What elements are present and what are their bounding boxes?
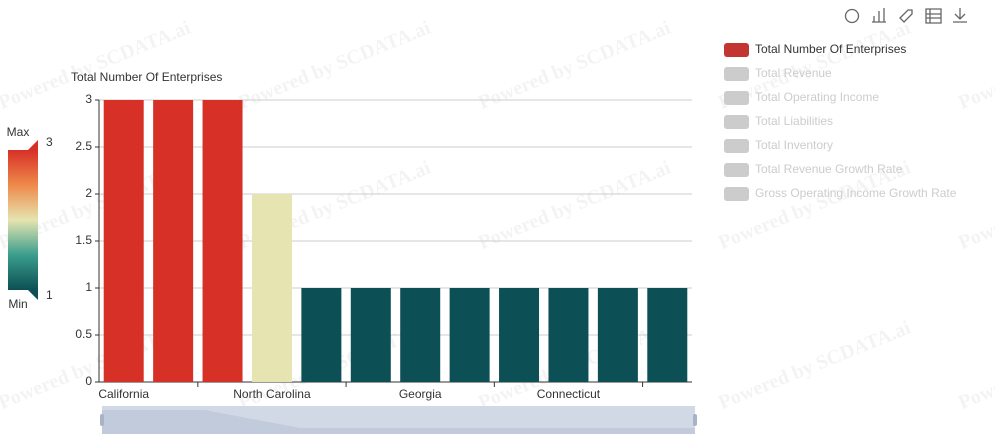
legend-item[interactable]: Gross Operating Income Growth Rate (724, 186, 957, 201)
y-axis-label: Total Number Of Enterprises (71, 70, 222, 84)
y-tick-label: 0.5 (75, 327, 92, 341)
bar (153, 100, 194, 382)
legend-item[interactable]: Total Operating Income (724, 90, 879, 105)
bar (202, 100, 243, 382)
tool-download[interactable] (953, 8, 967, 23)
tool-data-view[interactable] (925, 8, 942, 24)
y-tick-label: 2 (85, 186, 92, 200)
tool-restore[interactable] (899, 9, 913, 23)
data-zoom[interactable] (100, 406, 697, 434)
bar (350, 288, 391, 382)
x-tick-label: North Carolina (233, 387, 311, 401)
watermark: Powered by SCDATA.ai (475, 17, 674, 114)
bar (103, 100, 144, 382)
legend-label: Total Operating Income (755, 90, 879, 104)
visual-map-text: Max (7, 125, 30, 139)
legend-item[interactable]: Total Revenue Growth Rate (724, 162, 903, 177)
legend-label: Total Revenue Growth Rate (755, 162, 903, 176)
bar (499, 288, 540, 382)
legend-swatch (724, 139, 749, 153)
bar (449, 288, 490, 382)
visual-map-text: Min (8, 297, 27, 311)
legend-swatch (724, 163, 749, 177)
bar (400, 288, 441, 382)
visual-map-max: 3 (46, 135, 53, 149)
y-tick-label: 1.5 (75, 233, 92, 247)
x-tick-label: Connecticut (537, 387, 601, 401)
zoom-handle[interactable] (693, 414, 697, 426)
legend-item[interactable]: Total Liabilities (724, 114, 833, 129)
watermark: Powered by SCDATA.ai (0, 17, 194, 114)
legend-label: Total Number Of Enterprises (755, 42, 906, 56)
tool-bar[interactable] (872, 8, 886, 23)
watermark: Powered by SCDATA.ai (235, 17, 434, 114)
legend-item[interactable]: Total Number Of Enterprises (724, 42, 906, 57)
bar (301, 288, 342, 382)
legend-swatch (724, 43, 749, 57)
bar (597, 288, 638, 382)
zoom-window[interactable] (102, 406, 695, 434)
bar (647, 288, 688, 382)
legend-swatch (724, 187, 749, 201)
legend-label: Gross Operating Income Growth Rate (755, 186, 957, 200)
y-tick-label: 3 (85, 92, 92, 106)
legend-label: Total Revenue (755, 66, 832, 80)
visual-map-handle[interactable] (28, 290, 38, 300)
toolbox[interactable] (844, 8, 968, 24)
legend-swatch (724, 67, 749, 81)
visual-map-handle[interactable] (28, 140, 38, 150)
bar (548, 288, 589, 382)
legend-item[interactable]: Total Inventory (724, 138, 833, 153)
visual-map-bar[interactable] (8, 150, 38, 290)
zoom-handle[interactable] (100, 414, 104, 426)
legend-label: Total Inventory (755, 138, 833, 152)
x-tick-label: California (98, 387, 149, 401)
legend-label: Total Liabilities (755, 114, 833, 128)
x-tick-label: Georgia (399, 387, 442, 401)
bar (251, 194, 292, 382)
watermark: Powered by SCDATA.ai (475, 157, 674, 254)
watermark: Powered by SCDATA.ai (715, 317, 914, 414)
y-tick-label: 0 (85, 374, 92, 388)
legend-swatch (724, 115, 749, 129)
zoom-shadow (102, 410, 695, 434)
visual-map-min: 1 (46, 288, 53, 302)
y-tick-label: 1 (85, 280, 92, 294)
y-tick-label: 2.5 (75, 139, 92, 153)
legend-item[interactable]: Total Revenue (724, 66, 832, 81)
watermark: Powered by SCDATA.ai (955, 317, 995, 414)
legend-swatch (724, 91, 749, 105)
watermark: Powered by SCDATA.ai (955, 17, 995, 114)
tool-map[interactable] (844, 8, 860, 24)
watermark: Powered by SCDATA.ai (955, 157, 995, 254)
